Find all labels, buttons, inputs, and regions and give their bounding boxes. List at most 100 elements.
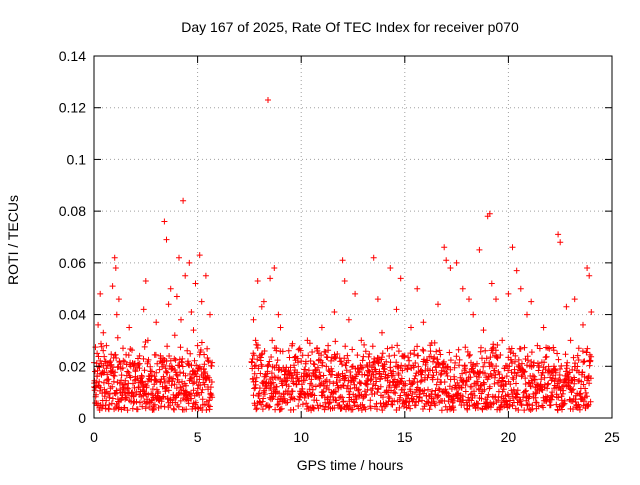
band-point [279, 348, 286, 355]
band-point [266, 403, 273, 410]
band-point [437, 351, 444, 358]
band-point [199, 386, 206, 393]
band-point [294, 369, 301, 376]
band-point [353, 396, 360, 402]
band-point [254, 356, 261, 363]
band-point [196, 376, 203, 383]
band-point [415, 398, 422, 405]
band-point [98, 343, 105, 350]
band-point [508, 356, 515, 363]
band-point [204, 345, 211, 352]
data-point [318, 324, 325, 331]
band-point [415, 352, 422, 359]
band-point [338, 358, 345, 365]
band-point [579, 369, 586, 376]
band-point [433, 381, 440, 388]
band-point [585, 401, 592, 408]
band-point [330, 380, 337, 387]
band-point [389, 344, 395, 351]
data-point [586, 272, 593, 279]
band-point [567, 396, 573, 403]
band-point [528, 349, 535, 356]
band-point [159, 394, 166, 401]
band-point [564, 359, 571, 366]
band-point [289, 388, 296, 395]
band-point [555, 394, 562, 401]
data-point [180, 197, 187, 204]
band-point [304, 403, 311, 410]
band-point [494, 342, 501, 348]
band-point [560, 387, 567, 394]
data-point [142, 278, 149, 284]
band-point [365, 353, 372, 360]
band-point [302, 366, 309, 373]
band-point [254, 342, 261, 349]
band-point [440, 358, 447, 365]
band-point [582, 389, 589, 396]
band-point [320, 372, 327, 379]
y-tick-label: 0.02 [59, 358, 86, 374]
band-point [362, 348, 369, 355]
band-point [311, 392, 318, 399]
data-point [285, 347, 292, 354]
band-point [406, 377, 413, 384]
data-point [184, 347, 191, 354]
data-point [250, 316, 257, 323]
data-point [132, 373, 139, 380]
data-point [94, 350, 101, 357]
band-point [308, 376, 315, 383]
band-point [399, 367, 406, 374]
data-point [192, 280, 199, 287]
band-point [557, 366, 563, 372]
band-point [474, 378, 481, 385]
band-point [570, 354, 577, 361]
band-point [503, 373, 510, 380]
band-point [167, 357, 174, 364]
band-point [438, 407, 445, 414]
band-point [168, 382, 175, 389]
band-point [587, 398, 594, 405]
band-point [250, 392, 257, 399]
band-point [456, 362, 463, 369]
band-point [447, 357, 454, 364]
band-point [571, 376, 578, 383]
band-point [130, 380, 136, 387]
band-point [520, 394, 526, 401]
band-point [305, 352, 312, 359]
data-point [580, 321, 586, 328]
y-tick-label: 0.12 [59, 100, 86, 116]
data-point [397, 275, 404, 282]
band-point [367, 397, 374, 404]
band-point [507, 381, 514, 388]
band-point [429, 388, 435, 395]
band-point [124, 407, 131, 414]
band-point [186, 391, 193, 398]
data-point [157, 358, 164, 365]
band-point [444, 373, 451, 379]
band-point [299, 401, 306, 408]
band-point [140, 355, 147, 362]
band-point [100, 369, 107, 376]
band-point [284, 399, 291, 406]
band-point [576, 406, 583, 413]
band-point [174, 372, 181, 379]
band-point [124, 368, 131, 375]
band-point [507, 349, 514, 356]
band-point [521, 407, 528, 414]
band-point [436, 347, 443, 354]
band-point [419, 346, 426, 353]
data-point [126, 324, 133, 331]
band-point [261, 391, 268, 398]
data-point [517, 285, 524, 292]
band-point [421, 387, 428, 394]
band-point [432, 387, 439, 394]
band-point [130, 399, 137, 406]
data-point [194, 342, 201, 349]
data-point [555, 231, 562, 238]
band-point [192, 399, 199, 406]
band-point [481, 370, 488, 377]
data-point [202, 272, 209, 279]
data-point [103, 342, 110, 349]
band-point [309, 349, 316, 355]
data-point [563, 303, 570, 310]
